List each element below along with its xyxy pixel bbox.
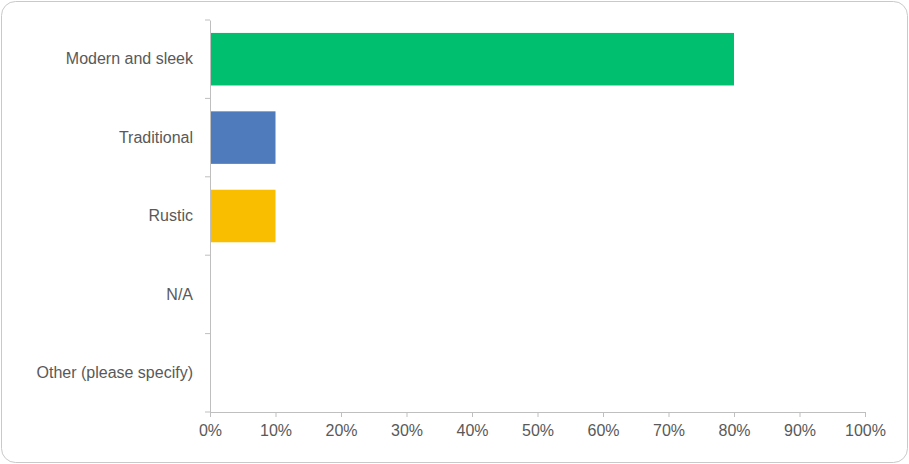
y-tick-label: Traditional <box>119 129 193 146</box>
x-tick: 40% <box>456 412 488 439</box>
y-tick: Traditional <box>119 129 193 146</box>
category-separator <box>205 176 210 177</box>
chart-border <box>2 2 908 463</box>
x-tick-label: 0% <box>199 422 222 439</box>
x-tick-label: 40% <box>456 422 488 439</box>
chart: 0% 10% 20% 30% 40% 50% 60% 70% 80% 90% 100% Modern … <box>0 0 909 464</box>
x-tick-mark <box>669 412 670 417</box>
x-axis: 0% 10% 20% 30% 40% 50% 60% 70% 80% 90% 100% <box>199 412 886 439</box>
category-separator <box>205 412 210 413</box>
y-tick: Other (please specify) <box>36 364 193 381</box>
x-tick-label: 20% <box>325 422 357 439</box>
x-tick-label: 100% <box>845 422 886 439</box>
x-tick-label: 90% <box>784 422 816 439</box>
x-tick-label: 30% <box>391 422 423 439</box>
x-tick-label: 80% <box>718 422 750 439</box>
x-tick: 20% <box>325 412 357 439</box>
y-tick: Rustic <box>149 207 193 224</box>
category-separator <box>205 20 210 21</box>
category-separator <box>205 255 210 256</box>
x-tick-mark <box>210 412 211 417</box>
category-separator <box>205 98 210 99</box>
bar <box>210 33 734 86</box>
x-tick: 60% <box>587 412 619 439</box>
bar <box>210 111 276 164</box>
y-tick-label: Other (please specify) <box>36 364 193 381</box>
x-tick-mark <box>472 412 473 417</box>
y-tick-label: Modern and sleek <box>66 50 194 67</box>
x-tick-mark <box>800 412 801 417</box>
x-tick: 70% <box>653 412 685 439</box>
x-tick: 100% <box>845 412 886 439</box>
x-tick-mark <box>341 412 342 417</box>
x-tick-mark <box>538 412 539 417</box>
x-tick-label: 10% <box>260 422 292 439</box>
x-tick-label: 50% <box>522 422 554 439</box>
bar <box>210 190 276 243</box>
x-tick-label: 70% <box>653 422 685 439</box>
y-axis-line <box>210 21 211 413</box>
y-axis: Modern and sleek Traditional Rustic N/A Othe… <box>36 21 210 413</box>
y-tick: N/A <box>166 286 193 303</box>
x-tick: 0% <box>199 412 222 439</box>
x-tick-mark <box>603 412 604 417</box>
x-tick-mark <box>407 412 408 417</box>
y-tick-label: N/A <box>166 286 193 303</box>
x-tick: 10% <box>260 412 292 439</box>
x-tick-mark <box>734 412 735 417</box>
bars <box>210 33 734 242</box>
x-tick: 50% <box>522 412 554 439</box>
x-tick-mark <box>865 412 866 417</box>
y-tick-label: Rustic <box>149 207 193 224</box>
x-tick-mark <box>276 412 277 417</box>
category-separator <box>205 333 210 334</box>
x-tick-label: 60% <box>587 422 619 439</box>
category-separators <box>205 20 210 412</box>
x-tick: 30% <box>391 412 423 439</box>
x-tick: 80% <box>718 412 750 439</box>
y-tick: Modern and sleek <box>66 50 194 67</box>
x-tick: 90% <box>784 412 816 439</box>
